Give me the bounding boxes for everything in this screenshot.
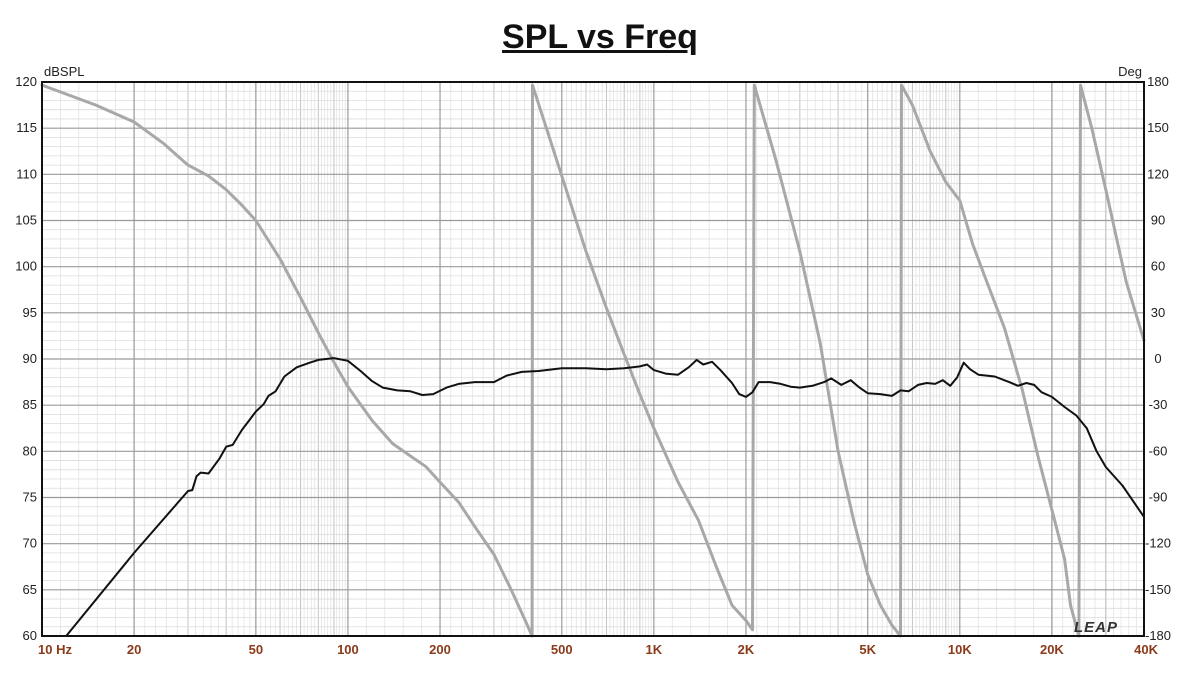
right-y-tick-label: 120: [1147, 166, 1169, 181]
x-tick-label: 10K: [948, 642, 972, 657]
right-y-tick-label: 90: [1151, 213, 1165, 228]
x-tick-label: 200: [429, 642, 451, 657]
left-y-tick-label: 80: [23, 443, 37, 458]
x-tick-label: 40K: [1134, 642, 1158, 657]
right-y-tick-label: 30: [1151, 305, 1165, 320]
left-y-tick-label: 95: [23, 305, 37, 320]
x-tick-label: 1K: [646, 642, 663, 657]
x-tick-label: 2K: [738, 642, 755, 657]
right-y-tick-label: 180: [1147, 74, 1169, 89]
left-y-tick-label: 70: [23, 536, 37, 551]
x-tick-label: 20K: [1040, 642, 1064, 657]
left-y-tick-label: 65: [23, 582, 37, 597]
chart-title: SPL vs Freq: [502, 18, 698, 56]
left-y-tick-label: 60: [23, 628, 37, 643]
left-y-tick-label: 110: [16, 166, 37, 181]
x-tick-label: 10 Hz: [38, 642, 72, 657]
x-tick-label: 5K: [859, 642, 876, 657]
right-y-tick-label: -30: [1149, 397, 1168, 412]
right-y-tick-label: -60: [1149, 443, 1168, 458]
leap-logo: LEAP: [1074, 619, 1119, 636]
left-y-tick-label: 115: [16, 120, 37, 135]
left-y-tick-label: 85: [23, 397, 37, 412]
left-axis-ticks: 120 115 110 105 100 95 90 85 80 75 70 65 60: [15, 74, 37, 643]
right-y-tick-label: -150: [1145, 582, 1171, 597]
right-axis-unit: Deg: [1118, 64, 1142, 79]
x-tick-label: 50: [249, 642, 263, 657]
x-axis-ticks: 10 Hz 20 50 100 200 500 1K 2K 5K 10K 20K 40K: [38, 642, 1159, 657]
x-tick-label: 20: [127, 642, 141, 657]
spl-series-line: [65, 357, 1145, 637]
right-y-tick-label: 150: [1147, 120, 1169, 135]
plot-frame: [41, 81, 1145, 637]
right-y-tick-label: 60: [1151, 259, 1165, 274]
series-layer: [40, 83, 1146, 638]
x-tick-label: 100: [337, 642, 359, 657]
left-y-tick-label: 100: [15, 259, 37, 274]
x-tick-label: 500: [551, 642, 573, 657]
right-y-tick-label: -90: [1149, 490, 1168, 505]
phase-series-line: [40, 83, 1146, 638]
right-y-tick-label: -120: [1145, 536, 1171, 551]
left-y-tick-label: 90: [23, 351, 37, 366]
left-y-tick-label: 120: [15, 74, 37, 89]
left-y-tick-label: 75: [23, 490, 37, 505]
left-y-tick-label: 105: [15, 213, 37, 228]
right-axis-ticks: 180 150 120 90 60 30 0 -30 -60 -90 -120 -150 -180: [1145, 74, 1171, 643]
left-axis-unit: dBSPL: [44, 64, 84, 79]
right-y-tick-label: 0: [1154, 351, 1161, 366]
right-y-tick-label: -180: [1145, 628, 1171, 643]
